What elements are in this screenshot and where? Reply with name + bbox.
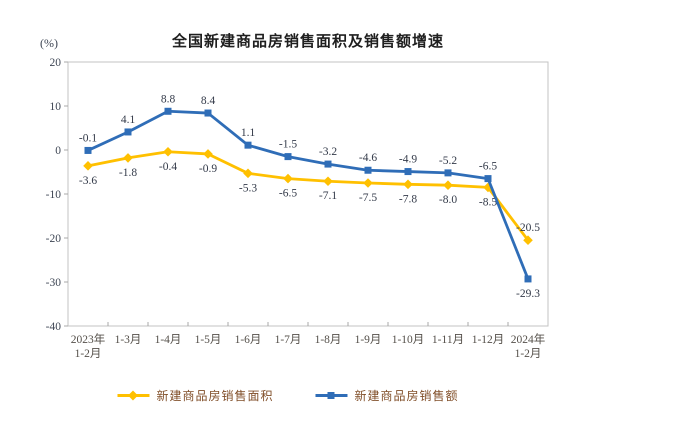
data-point-value-label: -20.5: [516, 222, 540, 234]
data-point-value-label: -1.8: [119, 167, 137, 179]
data-point-square-marker: [84, 146, 92, 154]
chart-title: 全国新建商品房销售面积及销售额增速: [171, 33, 444, 50]
sales-area-diamond-line-icon: [117, 390, 150, 401]
x-axis-category-label: 1-2月: [75, 348, 102, 360]
data-point-diamond-marker: [443, 180, 453, 190]
y-axis-tick-label: -10: [46, 189, 62, 201]
square-marker-icon: [327, 392, 335, 399]
legend-label-sales-area: 新建商品房销售面积: [156, 389, 274, 403]
x-axis-category-label: 1-4月: [155, 334, 182, 346]
y-axis-tick-label: -20: [46, 233, 62, 245]
data-point-diamond-marker: [523, 235, 533, 245]
data-point-value-label: -6.5: [479, 161, 497, 173]
data-point-value-label: 8.4: [201, 95, 216, 107]
x-axis-category-label: 1-11月: [432, 334, 464, 346]
data-point-diamond-marker: [403, 179, 413, 190]
data-point-value-label: -6.5: [279, 188, 297, 200]
data-point-square-marker: [484, 175, 492, 183]
data-point-diamond-marker: [323, 176, 333, 187]
legend-item-sales-area: 新建商品房销售面积: [117, 387, 273, 404]
x-axis-category-label: 1-7月: [275, 334, 302, 346]
data-point-value-label: 4.1: [121, 114, 136, 126]
y-axis-unit-label: (%): [40, 36, 58, 50]
y-axis-tick-label: 10: [50, 101, 62, 113]
x-axis-category-label: 1-3月: [115, 334, 142, 346]
data-point-square-marker: [204, 109, 212, 117]
y-axis-tick-label: -40: [46, 321, 62, 333]
data-point-value-label: -8.0: [439, 194, 457, 206]
x-axis-category-label: 2023年: [71, 332, 106, 346]
data-point-diamond-marker: [83, 161, 93, 171]
plot-border: [67, 61, 549, 327]
legend-item-sales-amount: 新建商品房销售额: [315, 387, 459, 404]
data-point-diamond-marker: [243, 168, 253, 179]
data-point-value-label: -0.4: [159, 161, 177, 173]
data-point-square-marker: [124, 128, 132, 136]
data-point-value-label: -0.9: [199, 163, 217, 175]
x-axis-category-label: 1-2月: [515, 348, 542, 360]
data-point-value-label: 8.8: [161, 93, 176, 105]
data-point-value-label: 1.1: [241, 127, 256, 139]
data-point-value-label: -3.2: [319, 146, 337, 158]
data-point-diamond-marker: [363, 178, 373, 188]
data-point-value-label: -7.8: [399, 193, 417, 205]
data-point-diamond-marker: [203, 149, 213, 159]
data-point-square-marker: [164, 107, 172, 115]
data-point-square-marker: [364, 166, 372, 174]
data-point-square-marker: [444, 169, 452, 177]
x-axis-category-label: 2024年: [511, 332, 546, 346]
x-axis-category-label: 1-6月: [235, 334, 262, 346]
data-point-value-label: -4.9: [399, 154, 417, 166]
data-point-square-marker: [524, 275, 532, 283]
legend-label-sales-amount: 新建商品房销售额: [354, 389, 459, 403]
x-axis-category-label: 1-5月: [195, 334, 222, 346]
data-point-diamond-marker: [123, 153, 133, 163]
x-axis-category-label: 1-10月: [392, 334, 425, 346]
data-point-square-marker: [324, 160, 332, 168]
data-point-value-label: -0.1: [79, 132, 97, 144]
x-axis-category-label: 1-9月: [355, 334, 382, 346]
y-axis-tick-label: 0: [55, 145, 61, 157]
data-point-diamond-marker: [163, 146, 173, 157]
growth-line-chart: 20 10 0 -10 -20 -30 -40 2023年 1-2月 1-3月 1-4月 1-5月 1-…: [46, 57, 549, 360]
diamond-marker-icon: [128, 390, 138, 401]
chart-legend: 新建商品房销售面积 新建商品房销售额: [117, 387, 458, 404]
sales-amount-square-line-icon: [315, 391, 348, 400]
data-point-value-label: -3.6: [79, 175, 97, 187]
data-point-value-label: -7.1: [319, 190, 337, 202]
data-point-square-marker: [284, 153, 292, 161]
data-point-square-marker: [244, 141, 252, 149]
y-axis-tick-label: 20: [50, 57, 62, 69]
data-point-value-label: -4.6: [359, 152, 377, 164]
y-axis-tick-label: -30: [46, 277, 62, 289]
data-point-value-label: -5.2: [439, 155, 457, 167]
series-line-0: [87, 150, 530, 242]
data-point-value-label: -5.3: [239, 182, 257, 194]
x-axis-category-label: 1-8月: [315, 334, 342, 346]
data-point-square-marker: [404, 168, 412, 176]
data-point-value-label: -8.5: [479, 196, 497, 208]
x-axis-category-label: 1-12月: [472, 334, 505, 346]
data-point-value-label: -29.3: [516, 288, 540, 300]
data-point-diamond-marker: [283, 173, 293, 184]
data-point-value-label: -7.5: [359, 192, 377, 204]
data-point-value-label: -1.5: [279, 139, 297, 151]
series-line-1: [87, 109, 530, 280]
